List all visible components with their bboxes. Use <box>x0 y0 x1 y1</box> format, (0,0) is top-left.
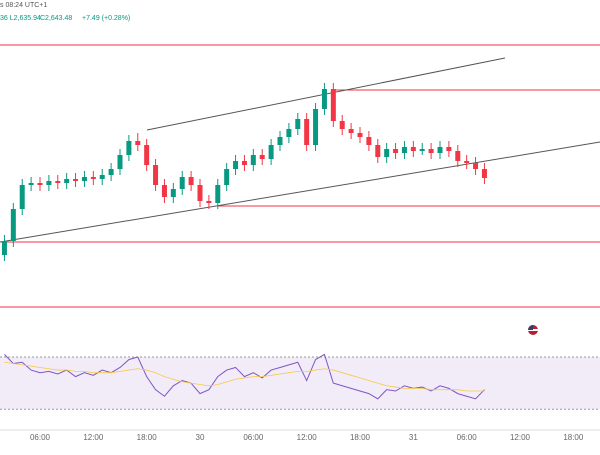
candle-body <box>401 147 407 153</box>
candle-body <box>170 189 176 197</box>
candle-body <box>419 149 425 151</box>
x-tick-label: 06:00 <box>457 433 478 442</box>
candle-body <box>135 141 141 145</box>
candle-body <box>259 155 265 159</box>
candle-body <box>19 185 25 209</box>
header-close: C2,643.48 <box>40 15 72 22</box>
candle-body <box>206 201 212 203</box>
candle-body <box>233 161 239 169</box>
candle-body <box>117 155 123 169</box>
candle-body <box>241 161 247 165</box>
candle-body <box>304 119 310 145</box>
rsi-line <box>4 361 485 392</box>
candle-body <box>446 147 452 151</box>
candle-body <box>153 165 159 185</box>
candle-body <box>179 177 185 189</box>
candle-body <box>90 177 96 179</box>
candle-body <box>384 149 390 157</box>
x-tick-label: 18:00 <box>137 433 158 442</box>
candle-body <box>375 145 381 157</box>
candle-body <box>321 89 327 109</box>
x-tick-label: 31 <box>409 433 418 442</box>
candle-body <box>277 137 283 145</box>
rsi-line <box>4 353 485 400</box>
candle-body <box>295 119 301 129</box>
candle-body <box>393 149 399 153</box>
candle-body <box>46 181 52 185</box>
drawings <box>0 44 600 308</box>
candle-body <box>144 145 150 165</box>
candle-body <box>188 177 194 185</box>
candle-body <box>348 129 354 133</box>
candle-body <box>268 145 274 159</box>
candle-body <box>410 147 416 151</box>
candle-body <box>428 149 434 153</box>
header-ohlc: 36 L2,635.94 <box>0 15 41 22</box>
candle-body <box>73 179 79 181</box>
candle-body <box>1 241 7 255</box>
x-tick-label: 06:00 <box>30 433 51 442</box>
candle-body <box>28 183 34 185</box>
flag-icon <box>528 325 538 335</box>
candle-body <box>286 129 292 137</box>
x-tick-label: 12:00 <box>83 433 104 442</box>
candle-body <box>330 89 336 121</box>
candle-body <box>481 169 487 178</box>
candle-body <box>357 133 363 137</box>
candle-body <box>55 181 61 183</box>
candle-body <box>339 121 345 129</box>
candle-body <box>455 151 461 161</box>
candle-body <box>437 147 443 153</box>
trend-line <box>0 141 600 243</box>
header-time: s 08:24 UTC+1 <box>0 2 47 9</box>
x-tick-label: 12:00 <box>297 433 318 442</box>
candle-body <box>473 163 479 169</box>
x-tick-label: 18:00 <box>350 433 371 442</box>
x-tick-label: 18:00 <box>563 433 584 442</box>
candle-body <box>64 179 70 183</box>
candle-body <box>126 141 132 155</box>
x-tick-label: 06:00 <box>243 433 264 442</box>
candle-body <box>224 169 230 185</box>
rsi-band <box>0 357 600 410</box>
candle-body <box>197 185 203 201</box>
candle-body <box>215 185 221 203</box>
candle-body <box>37 183 43 185</box>
x-tick-label: 12:00 <box>510 433 531 442</box>
candle-body <box>161 185 167 197</box>
candle-body <box>250 155 256 165</box>
candle-body <box>313 109 319 145</box>
candle-body <box>464 161 470 163</box>
candle-body <box>366 137 372 145</box>
candle-body <box>10 209 16 241</box>
x-tick-label: 30 <box>196 433 205 442</box>
header-change: +7.49 (+0.28%) <box>82 15 130 22</box>
candle-body <box>108 169 114 175</box>
candle-body <box>81 177 87 181</box>
candle-body <box>99 175 105 179</box>
